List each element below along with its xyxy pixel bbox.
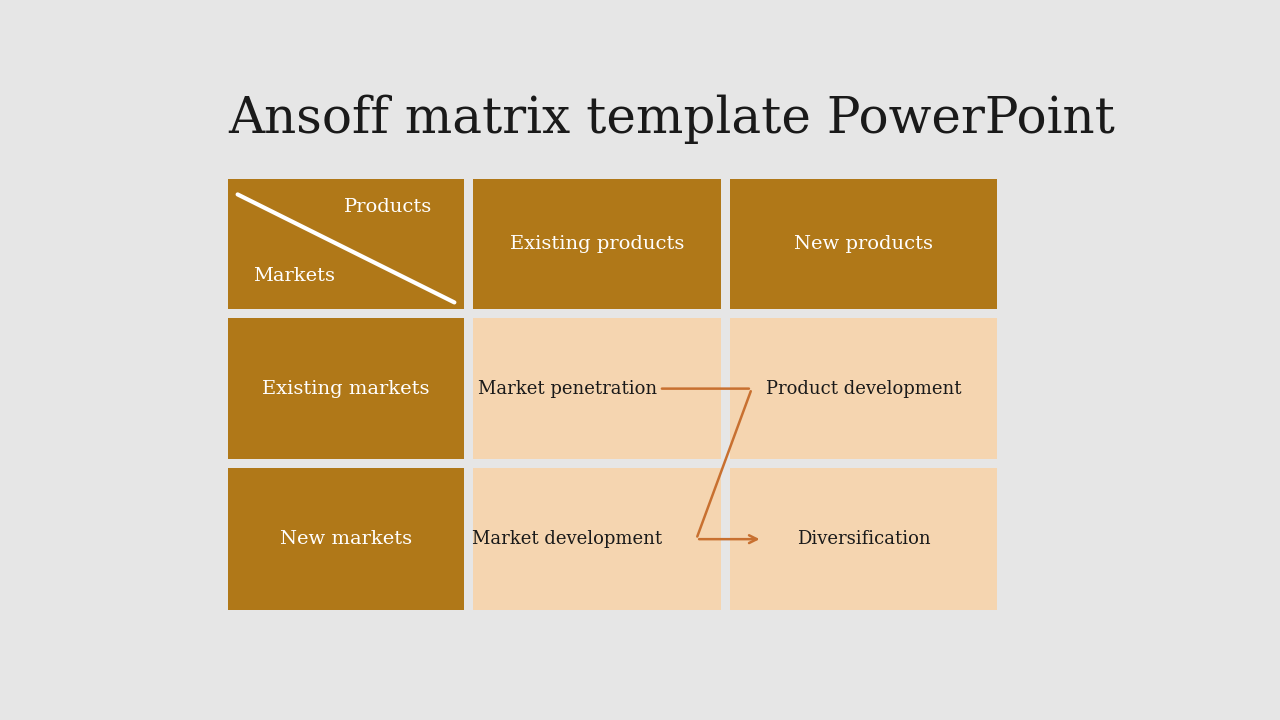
Text: Market penetration: Market penetration [477,379,657,397]
Text: Existing products: Existing products [509,235,685,253]
Text: Market development: Market development [472,530,663,548]
Text: New products: New products [794,235,933,253]
Bar [731,179,997,309]
Bar [474,179,721,309]
Text: Markets: Markets [253,267,335,285]
Text: Products: Products [344,199,433,217]
Bar [228,468,463,610]
Bar [731,318,997,459]
Text: Existing markets: Existing markets [262,379,430,397]
Text: Diversification: Diversification [797,530,931,548]
Bar [228,318,463,459]
Bar [228,179,463,309]
Bar [474,468,721,610]
Bar [474,318,721,459]
Bar [731,468,997,610]
Text: Product development: Product development [765,379,961,397]
Text: New markets: New markets [280,530,412,548]
Text: Ansoff matrix template PowerPoint: Ansoff matrix template PowerPoint [228,94,1115,143]
